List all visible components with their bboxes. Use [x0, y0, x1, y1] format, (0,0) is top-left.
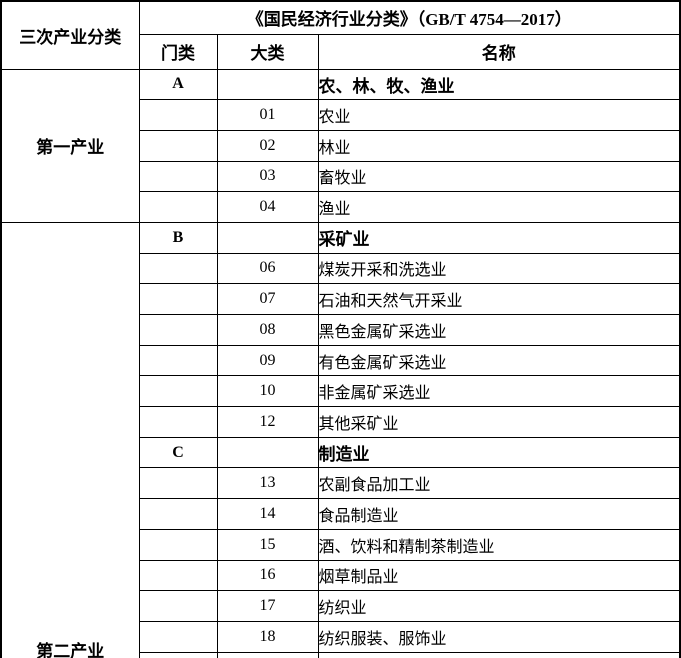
table-row: 17 纺织业	[1, 590, 681, 622]
cell-dalei: 17	[216, 590, 319, 622]
cell-name: 林业	[317, 129, 681, 162]
table-title: 《国民经济行业分类》（GB/T 4754—2017）	[138, 0, 681, 35]
cell-menlei	[138, 375, 218, 408]
cell-name: 煤炭开采和洗选业	[317, 252, 681, 285]
table-row: 13 农副食品加工业	[1, 467, 681, 500]
cell-menlei	[138, 651, 218, 658]
cell-menlei	[138, 467, 218, 500]
cell-dalei	[216, 221, 319, 254]
table-row: 12 其他采矿业	[1, 406, 681, 438]
cell-dalei: 18	[216, 620, 319, 653]
cell-menlei	[138, 406, 218, 438]
cell-dalei: 15	[216, 528, 319, 561]
cell-dalei: 02	[216, 129, 319, 162]
cell-name: 酒、饮料和精制茶制造业	[317, 528, 681, 561]
cell-menlei	[138, 160, 218, 193]
cell-menlei	[138, 283, 218, 315]
cell-name: 食品制造业	[317, 498, 681, 530]
cell-dalei: 09	[216, 344, 319, 377]
cell-dalei: 10	[216, 375, 319, 408]
cell-menlei	[138, 559, 218, 592]
table-row: 第一产业 A 农、林、牧、渔业	[0, 68, 681, 223]
cell-dalei: 01	[216, 99, 319, 131]
cell-name: 烟草制品业	[317, 559, 681, 592]
cell-menlei	[138, 620, 218, 653]
cell-name: 有色金属矿采选业	[317, 344, 681, 377]
cell-dalei: 03	[216, 160, 319, 193]
cell-name: 非金属矿采选业	[317, 375, 681, 408]
table-row: 02 林业	[1, 129, 681, 162]
cell-menlei: B	[138, 221, 218, 254]
cell-dalei	[216, 651, 319, 658]
cell-menlei	[138, 344, 218, 377]
cell-name: 渔业	[317, 191, 681, 223]
cell-menlei	[138, 590, 218, 622]
cell-menlei	[138, 314, 218, 346]
cell-dalei	[216, 68, 319, 101]
cell-dalei: 14	[216, 498, 319, 530]
cell-menlei: C	[138, 436, 218, 469]
cell-menlei	[138, 99, 218, 131]
cell-menlei	[138, 191, 218, 223]
cell-name: 制造业	[317, 436, 681, 469]
cell-name: 采矿业	[317, 221, 681, 254]
corner-header: 三次产业分类	[0, 0, 140, 70]
cell-name: 纺织业	[317, 590, 681, 622]
cell-name: 石油和天然气开采业	[317, 283, 681, 315]
cell-dalei: 04	[216, 191, 319, 223]
cell-dalei: 08	[216, 314, 319, 346]
table-row: 18 纺织服装、服饰业	[1, 620, 681, 653]
cell-name: 农、林、牧、渔业	[317, 68, 681, 101]
cell-name: 黑色金属矿采选业	[317, 314, 681, 346]
cell-dalei	[216, 436, 319, 469]
table-row: 10 非金属矿采选业	[1, 375, 681, 408]
table-row: 09 有色金属矿采选业	[1, 344, 681, 377]
cell-dalei: 16	[216, 559, 319, 592]
col-header-menlei: 门类	[138, 33, 218, 70]
col-header-dalei: 大类	[216, 33, 319, 70]
cell-name: 畜牧业	[317, 160, 681, 193]
table-row: 第二产业 B 采矿业	[0, 221, 681, 658]
cell-name: 农副食品加工业	[317, 467, 681, 500]
table-row: 15 酒、饮料和精制茶制造业	[1, 528, 681, 561]
table-row: C 制造业	[1, 436, 681, 469]
cell-menlei	[138, 129, 218, 162]
cell-name	[317, 651, 681, 658]
table-row: 08 黑色金属矿采选业	[1, 314, 681, 346]
cell-dalei: 07	[216, 283, 319, 315]
table-row: 06 煤炭开采和洗选业	[1, 252, 681, 285]
cell-name: 其他采矿业	[317, 406, 681, 438]
table-row	[1, 651, 681, 658]
industry-label-primary: 第一产业	[0, 68, 140, 223]
cell-dalei: 13	[216, 467, 319, 500]
cell-name: 纺织服装、服饰业	[317, 620, 681, 653]
col-header-name: 名称	[317, 33, 681, 70]
cell-menlei	[138, 498, 218, 530]
cell-menlei: A	[138, 68, 218, 101]
cell-menlei	[138, 528, 218, 561]
table-row: 14 食品制造业	[1, 498, 681, 530]
cell-dalei: 12	[216, 406, 319, 438]
industry-label-secondary: 第二产业	[0, 221, 140, 658]
cell-dalei: 06	[216, 252, 319, 285]
table-row: 07 石油和天然气开采业	[1, 283, 681, 315]
cell-menlei	[138, 252, 218, 285]
cell-name: 农业	[317, 99, 681, 131]
table-row: 16 烟草制品业	[1, 559, 681, 592]
